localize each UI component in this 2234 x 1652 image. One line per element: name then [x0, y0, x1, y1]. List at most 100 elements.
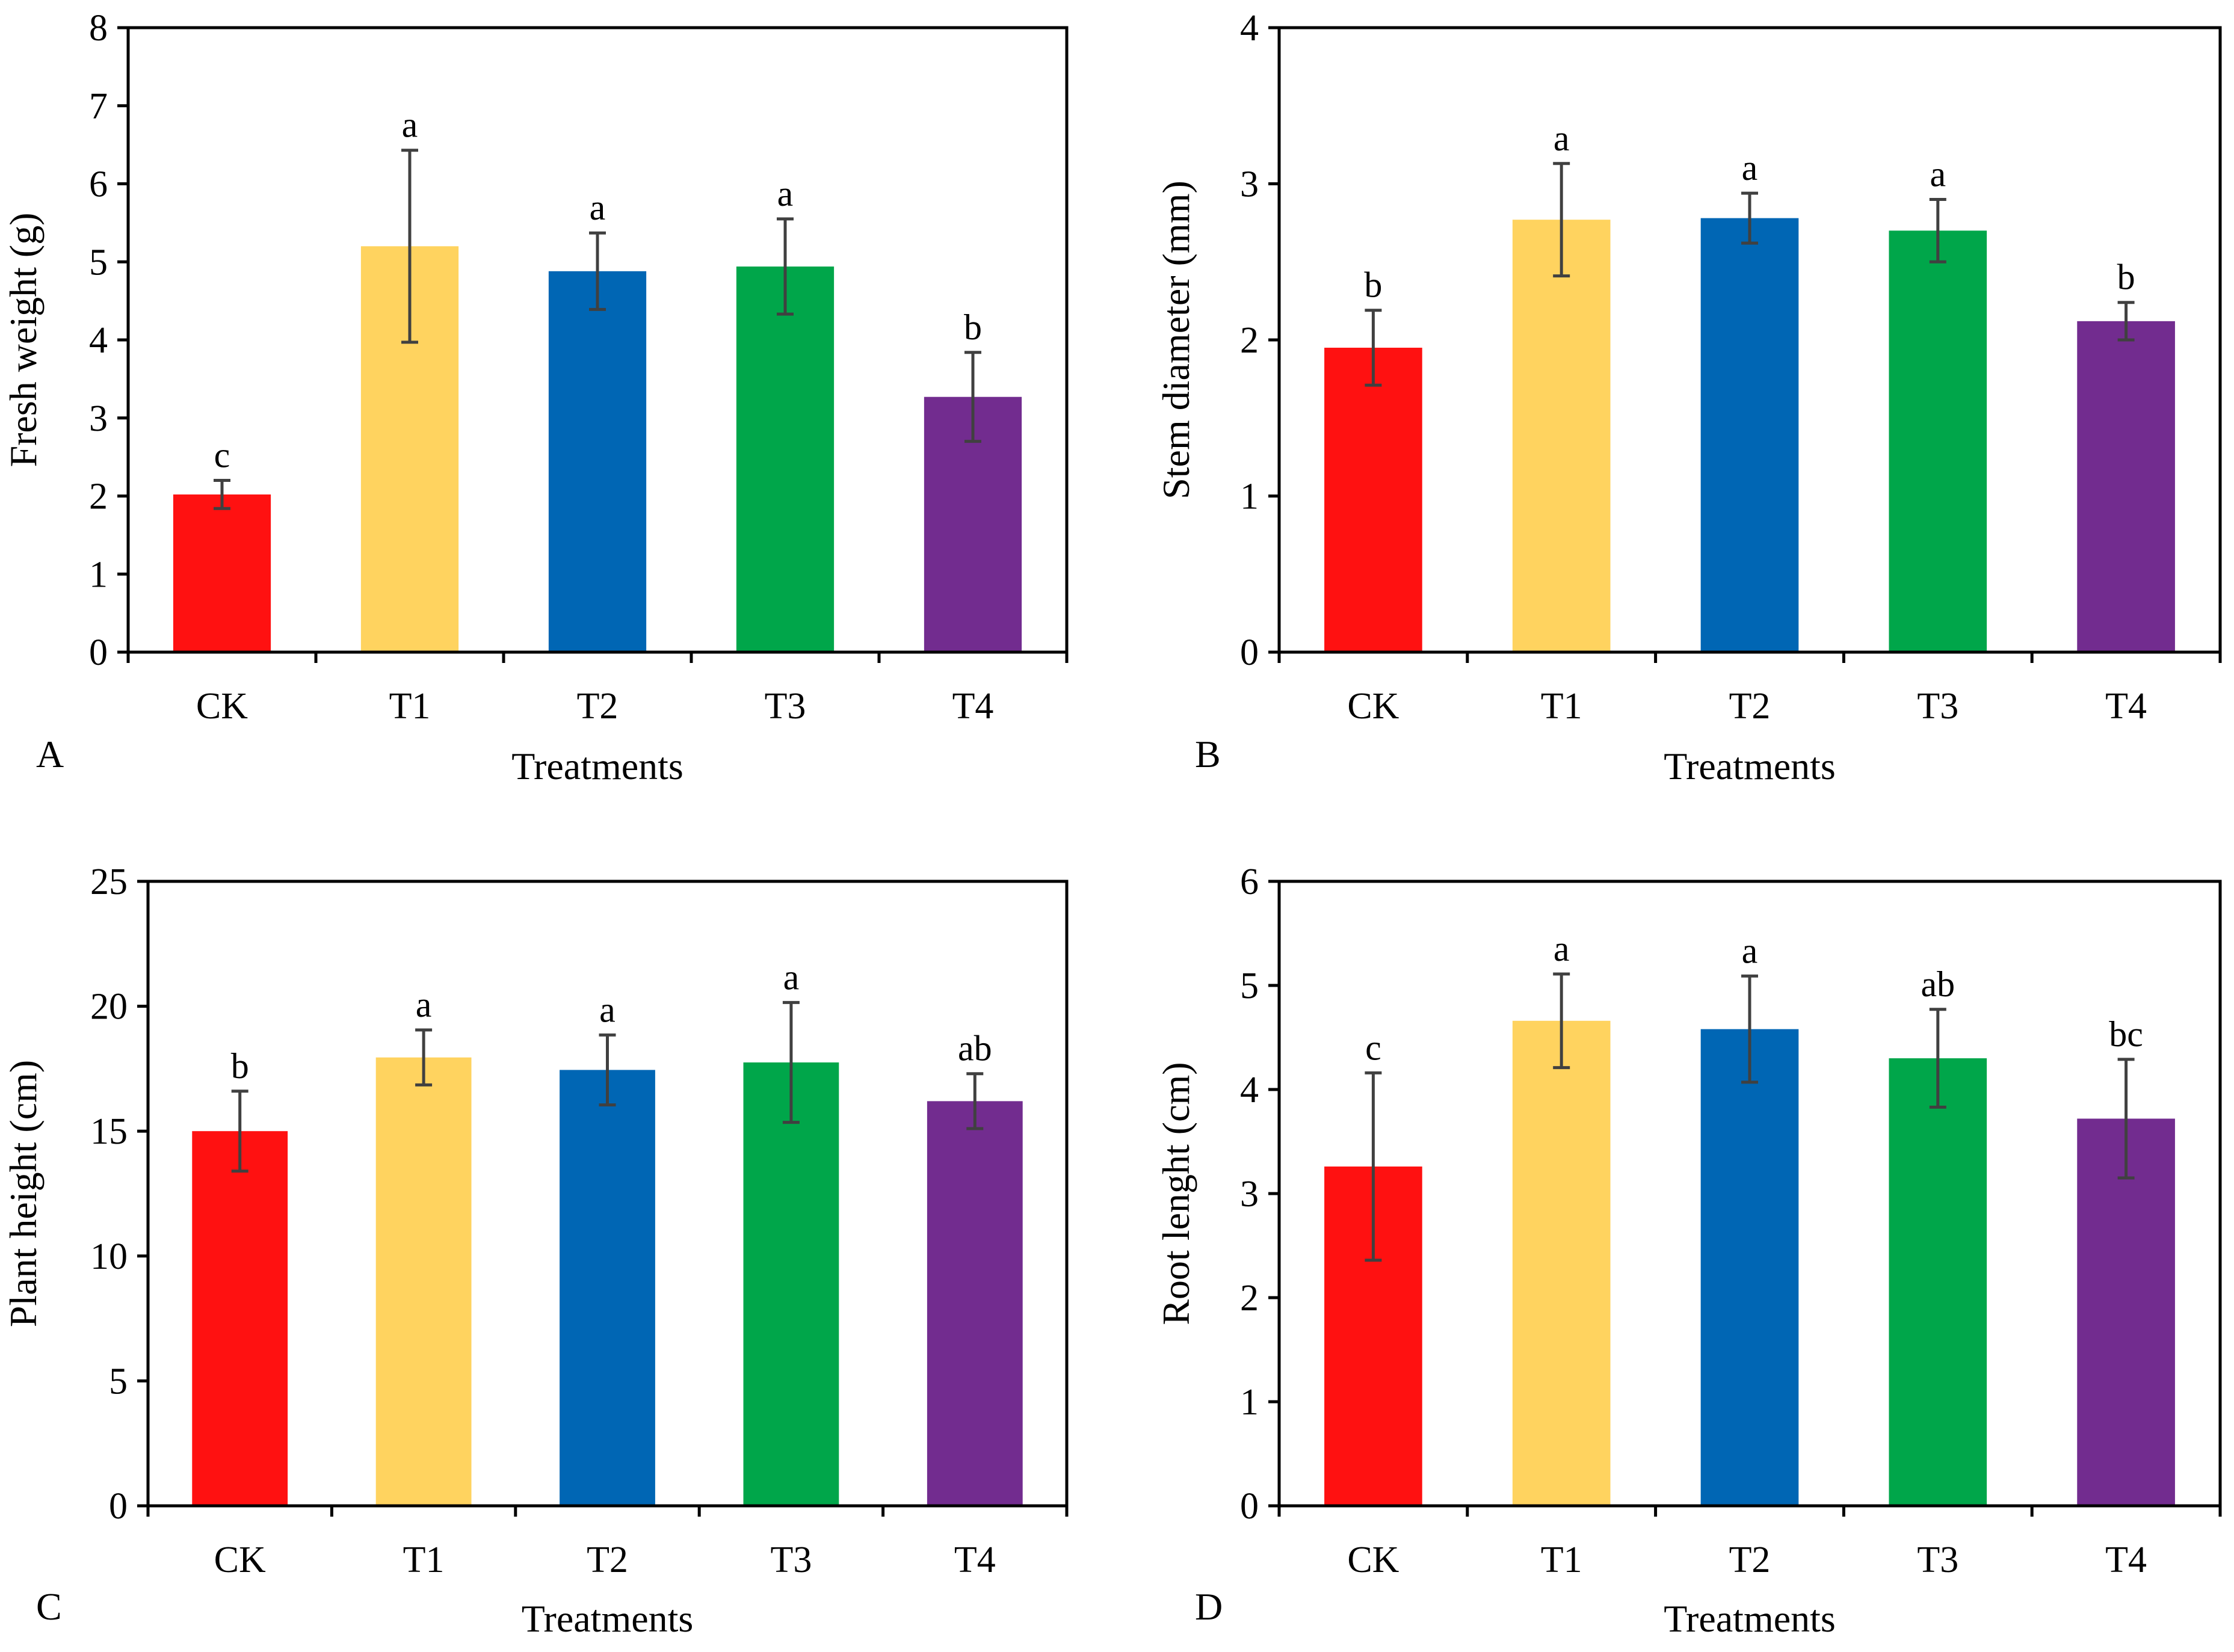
- significance-letter: c: [214, 436, 230, 475]
- panel-letter: C: [36, 1585, 62, 1628]
- y-tick-label: 0: [1240, 1486, 1259, 1527]
- significance-letter: a: [590, 188, 606, 227]
- x-axis-label: Treatments: [1664, 1597, 1836, 1640]
- error-bar-t1: [415, 1028, 433, 1086]
- bar-t3: [1889, 1058, 1987, 1506]
- y-tick-label: 7: [89, 86, 108, 127]
- error-bar-ck: [231, 1090, 248, 1173]
- x-tick-label: CK: [1347, 686, 1399, 727]
- bar-ck: [173, 494, 271, 652]
- y-tick-label: 2: [1240, 1278, 1259, 1319]
- bar-t1: [1512, 220, 1611, 652]
- y-tick-label: 4: [1240, 8, 1259, 49]
- x-tick-label: T3: [1917, 1540, 1958, 1580]
- significance-letter: a: [416, 985, 432, 1025]
- x-tick-label: T3: [765, 686, 806, 727]
- y-axis-label: Stem diameter (mm): [1155, 180, 1197, 499]
- significance-letter: a: [1554, 119, 1570, 158]
- error-bar-t4: [2117, 1058, 2135, 1180]
- significance-letter: a: [1930, 154, 1946, 194]
- x-tick-label: T2: [577, 686, 619, 727]
- error-bar-t2: [589, 231, 606, 311]
- panel-d: c CK a T1 a T2 ab T3 bc T4 0 1 2 3 4 5 6 Treatments Root l…: [1155, 861, 2222, 1640]
- significance-letter: a: [777, 174, 794, 214]
- bar-t2: [1700, 218, 1799, 653]
- significance-letter: ab: [958, 1029, 992, 1068]
- x-tick-label: T2: [587, 1540, 628, 1580]
- bar-t2: [1700, 1029, 1799, 1506]
- bar-t1: [1512, 1020, 1611, 1506]
- y-tick-label: 25: [90, 861, 128, 902]
- panel-letter: B: [1195, 733, 1221, 775]
- y-tick-label: 10: [90, 1236, 128, 1277]
- panel-letter: D: [1195, 1585, 1223, 1628]
- bar-ck: [192, 1131, 288, 1506]
- bar-ck: [1324, 347, 1422, 652]
- x-tick-label: CK: [214, 1540, 266, 1580]
- significance-letter: ab: [1921, 964, 1955, 1004]
- error-bar-t1: [1553, 972, 1570, 1070]
- bar-t1: [375, 1057, 472, 1506]
- error-bar-ck: [1365, 1071, 1382, 1262]
- y-tick-label: 2: [89, 476, 108, 517]
- x-tick-label: T4: [952, 686, 994, 727]
- x-tick-label: T2: [1729, 1540, 1771, 1580]
- y-tick-label: 3: [1240, 164, 1259, 205]
- significance-letter: a: [1742, 148, 1758, 188]
- error-bar-t2: [1741, 974, 1758, 1084]
- y-tick-label: 4: [89, 320, 108, 361]
- x-tick-label: T4: [954, 1540, 996, 1580]
- plot-frame: [146, 880, 1069, 1508]
- bar-t3: [1889, 230, 1987, 653]
- y-tick-label: 5: [89, 242, 108, 283]
- y-tick-label: 3: [89, 398, 108, 439]
- error-bar-t4: [966, 1072, 984, 1130]
- error-bar-ck: [1365, 309, 1382, 387]
- y-tick-label: 20: [90, 987, 128, 1028]
- y-tick-label: 8: [89, 8, 108, 49]
- y-tick-label: 5: [109, 1361, 128, 1402]
- bar-t3: [743, 1062, 839, 1506]
- y-axis-label: Root lenght (cm): [1155, 1062, 1197, 1325]
- error-bar-t1: [401, 149, 418, 344]
- x-tick-label: T1: [1541, 1540, 1582, 1580]
- significance-letter: c: [1365, 1028, 1381, 1067]
- bar-t3: [736, 267, 835, 652]
- y-tick-label: 2: [1240, 320, 1259, 361]
- y-tick-label: 6: [1240, 861, 1259, 902]
- x-axis-label: Treatments: [522, 1597, 694, 1640]
- x-tick-label: T3: [1917, 686, 1958, 727]
- y-tick-label: 15: [90, 1111, 128, 1152]
- error-bar-t4: [2117, 301, 2135, 342]
- x-axis-label: Treatments: [1664, 745, 1836, 787]
- significance-letter: a: [1742, 931, 1758, 970]
- x-tick-label: CK: [1347, 1540, 1399, 1580]
- x-axis-label: Treatments: [511, 745, 683, 787]
- panel-a: c CK a T1 a T2 a T3 b T4 0 1 2 3 4 5 6 7 8 Treatments Fresh …: [2, 8, 1069, 787]
- bar-t2: [548, 271, 647, 652]
- error-bar-t2: [1741, 191, 1758, 245]
- error-bar-t3: [782, 1000, 800, 1124]
- x-tick-label: T2: [1729, 686, 1771, 727]
- y-axis-label: Plant height (cm): [2, 1060, 45, 1327]
- error-bar-ck: [214, 479, 230, 510]
- y-tick-label: 1: [1240, 1382, 1259, 1423]
- panel-letter: A: [36, 733, 64, 775]
- error-bar-t4: [964, 351, 981, 443]
- bar-t4: [927, 1101, 1023, 1506]
- significance-letter: a: [402, 105, 418, 145]
- panel-b: b CK a T1 a T2 a T3 b T4 0 1 2 3 4 Treatments Stem diame…: [1155, 8, 2222, 787]
- significance-letter: bc: [2109, 1014, 2143, 1054]
- x-tick-label: T3: [770, 1540, 812, 1580]
- x-tick-label: T1: [403, 1540, 445, 1580]
- significance-letter: b: [1364, 265, 1382, 305]
- y-tick-label: 1: [89, 554, 108, 595]
- panel-c: b CK a T1 a T2 a T3 ab T4 0 5 10 15 20 25 Treatments Plan…: [2, 861, 1069, 1640]
- x-tick-label: T1: [1541, 686, 1582, 727]
- significance-letter: b: [231, 1046, 249, 1086]
- y-tick-label: 0: [1240, 632, 1259, 673]
- significance-letter: a: [1554, 929, 1570, 969]
- x-tick-label: CK: [196, 686, 248, 727]
- error-bar-t2: [599, 1033, 616, 1107]
